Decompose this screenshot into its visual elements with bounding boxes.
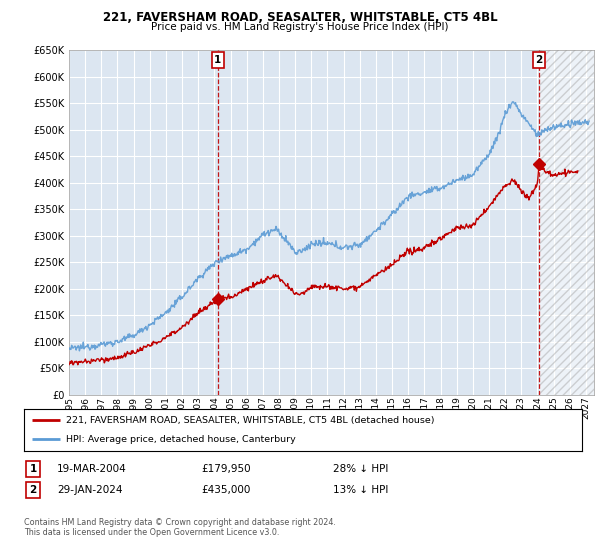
Text: 2: 2 [29,485,37,495]
Text: Contains HM Land Registry data © Crown copyright and database right 2024.
This d: Contains HM Land Registry data © Crown c… [24,518,336,538]
Text: HPI: Average price, detached house, Canterbury: HPI: Average price, detached house, Cant… [66,435,296,444]
Text: 28% ↓ HPI: 28% ↓ HPI [333,464,388,474]
Bar [539,50,594,395]
Text: Price paid vs. HM Land Registry's House Price Index (HPI): Price paid vs. HM Land Registry's House … [151,22,449,32]
Text: £435,000: £435,000 [201,485,250,495]
Text: 19-MAR-2004: 19-MAR-2004 [57,464,127,474]
Text: 29-JAN-2024: 29-JAN-2024 [57,485,122,495]
Text: 13% ↓ HPI: 13% ↓ HPI [333,485,388,495]
Text: 2: 2 [535,55,542,65]
Text: 1: 1 [29,464,37,474]
Text: 1: 1 [214,55,221,65]
Text: 221, FAVERSHAM ROAD, SEASALTER, WHITSTABLE, CT5 4BL: 221, FAVERSHAM ROAD, SEASALTER, WHITSTAB… [103,11,497,24]
Text: 221, FAVERSHAM ROAD, SEASALTER, WHITSTABLE, CT5 4BL (detached house): 221, FAVERSHAM ROAD, SEASALTER, WHITSTAB… [66,416,434,424]
Text: £179,950: £179,950 [201,464,251,474]
